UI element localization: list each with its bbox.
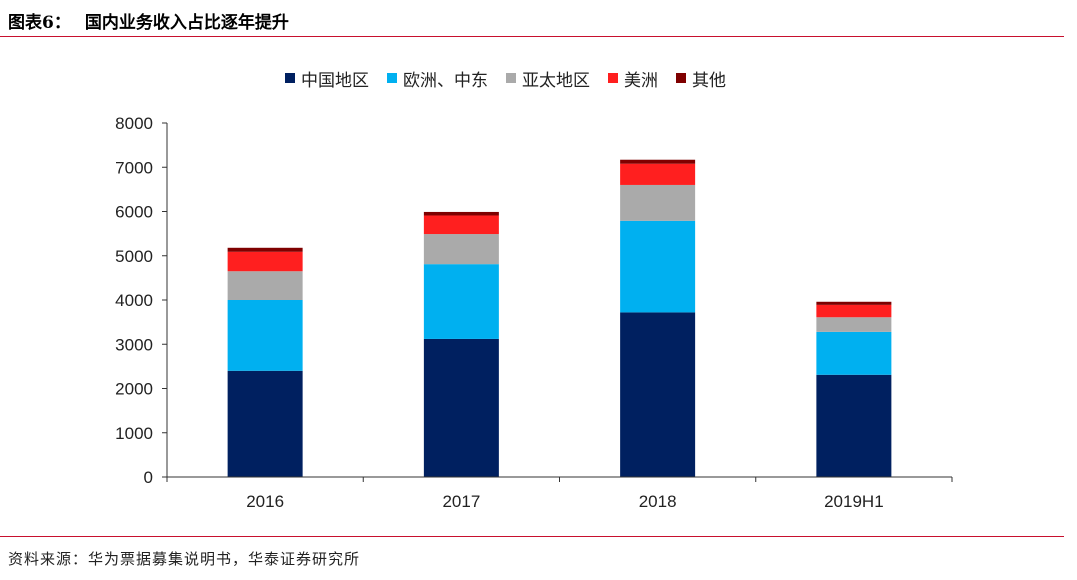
legend-label-other: 其他 (692, 70, 726, 91)
bar-segment-2019H1-s1 (816, 331, 892, 375)
bar-segment-2018-s2 (620, 184, 696, 221)
x-tick-label: 2017 (442, 492, 480, 511)
bar-segment-2016-s0 (227, 370, 303, 477)
bar-segment-2019H1-s4 (816, 301, 892, 305)
header-divider (0, 36, 1064, 37)
legend-label-europe-middle-east: 欧洲、中东 (403, 70, 488, 91)
figure-label: 图表6： (8, 12, 71, 33)
bar-segment-2018-s1 (620, 220, 696, 313)
ticks-layer: 0 1000 2000 3000 4000 5000 6000 7000 8000 2016 201… (115, 114, 953, 511)
bar-segment-2018-s3 (620, 163, 696, 185)
bar-segment-2016-s2 (227, 271, 303, 300)
footer-divider (0, 536, 1064, 537)
legend-item-americas: 美洲 (608, 66, 658, 91)
bar-segment-2019H1-s2 (816, 317, 892, 332)
legend-item-china: 中国地区 (285, 66, 369, 91)
legend-swatch-other (676, 73, 686, 83)
bar-segment-2018-s4 (620, 159, 696, 164)
figure-title: 国内业务收入占比逐年提升 (84, 12, 289, 33)
bar-segment-2016-s3 (227, 251, 303, 272)
legend-item-europe-middle-east: 欧洲、中东 (387, 66, 488, 91)
bar-segment-2016-s4 (227, 247, 303, 252)
legend-item-asia-pacific: 亚太地区 (506, 66, 590, 91)
y-tick-label: 1000 (115, 424, 153, 443)
y-tick-label: 2000 (115, 380, 153, 399)
legend-label-americas: 美洲 (624, 70, 658, 91)
x-tick-label: 2018 (639, 492, 677, 511)
legend-label-asia-pacific: 亚太地区 (522, 70, 590, 91)
x-tick-label: 2019H1 (824, 492, 884, 511)
bars-layer (227, 159, 892, 477)
legend-swatch-europe-middle-east (387, 73, 397, 83)
bar-segment-2017-s1 (423, 264, 499, 339)
y-tick-label: 3000 (115, 335, 153, 354)
y-tick-label: 8000 (115, 114, 153, 133)
legend-swatch-china (285, 73, 295, 83)
legend-item-other: 其他 (676, 66, 726, 91)
legend-swatch-americas (608, 73, 618, 83)
bar-segment-2017-s3 (423, 215, 499, 235)
chart-legend: 中国地区 欧洲、中东 亚太地区 美洲 其他 (285, 64, 726, 92)
bar-segment-2019H1-s3 (816, 304, 892, 318)
bar-segment-2016-s1 (227, 300, 303, 371)
bar-segment-2019H1-s0 (816, 374, 892, 477)
bar-segment-2017-s0 (423, 338, 499, 477)
y-tick-label: 7000 (115, 158, 153, 177)
source-note: 资料来源：华为票据募集说明书，华泰证券研究所 (8, 550, 361, 568)
figure-header: 图表6： 国内业务收入占比逐年提升 (8, 6, 289, 34)
y-tick-label: 4000 (115, 291, 153, 310)
legend-swatch-asia-pacific (506, 73, 516, 83)
bar-segment-2017-s2 (423, 234, 499, 265)
x-tick-label: 2016 (246, 492, 284, 511)
y-tick-label: 6000 (115, 203, 153, 222)
y-tick-label: 0 (144, 468, 153, 487)
y-tick-label: 5000 (115, 247, 153, 266)
bar-segment-2017-s4 (423, 211, 499, 216)
legend-label-china: 中国地区 (301, 70, 369, 91)
bar-segment-2018-s0 (620, 312, 696, 477)
